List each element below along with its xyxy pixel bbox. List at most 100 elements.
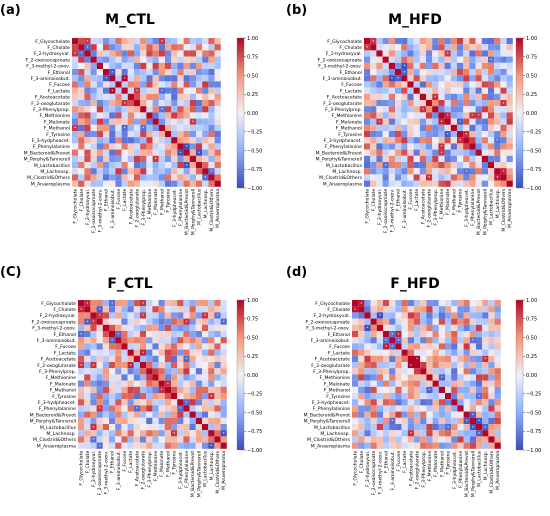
heatmap-cell [389, 337, 396, 344]
heatmap-cell [134, 168, 141, 175]
heatmap-cell [494, 106, 501, 113]
heatmap-cell [457, 318, 464, 325]
heatmap-cell [177, 69, 184, 76]
heatmap-cell [164, 324, 171, 331]
heatmap-cell [364, 143, 371, 150]
significance-star: * [366, 46, 368, 50]
heatmap-cell [389, 362, 396, 369]
x-tick-label: F_Methionine [153, 451, 159, 482]
heatmap-cell [208, 374, 215, 381]
heatmap-cell [469, 393, 476, 400]
heatmap-cell [109, 331, 116, 338]
heatmap-cell [134, 143, 141, 150]
heatmap-cell [438, 44, 445, 51]
heatmap-cell [488, 300, 495, 307]
heatmap-cell [438, 162, 445, 169]
heatmap-cell [102, 331, 109, 338]
heatmap-cell [189, 81, 196, 88]
colorbar-tick-label: −0.25 [247, 130, 262, 136]
heatmap-cell [177, 424, 184, 431]
heatmap-cell [127, 50, 134, 57]
heatmap-cell [177, 331, 184, 338]
heatmap-cell [134, 69, 141, 76]
heatmap-cell [463, 38, 470, 45]
heatmap-cell [72, 162, 79, 169]
heatmap-cell [96, 50, 103, 57]
heatmap-cell [476, 312, 483, 319]
heatmap-cell [208, 380, 215, 387]
heatmap-cell [196, 100, 203, 107]
heatmap-cell [469, 44, 476, 51]
heatmap-cell [364, 380, 371, 387]
heatmap-cell [220, 430, 227, 437]
significance-star: * [142, 351, 144, 355]
x-tick-label: F_2-hydroxyval. [377, 189, 383, 225]
heatmap-cell [152, 62, 159, 69]
x-tick-label: F_Methionine [427, 451, 433, 482]
heatmap-cell [109, 149, 116, 156]
heatmap-cell [140, 318, 147, 325]
heatmap-cell [463, 112, 470, 119]
colorbar-tick-label: 0.50 [247, 73, 258, 79]
x-tick-label: F_Acetoacetate [408, 451, 414, 487]
heatmap-cell [158, 69, 165, 76]
heatmap-cell [482, 331, 489, 338]
heatmap-cell [500, 155, 507, 162]
heatmap-cell [127, 38, 134, 45]
heatmap-cell [413, 168, 420, 175]
heatmap-cell [127, 424, 134, 431]
heatmap-cell [196, 106, 203, 113]
significance-star: * [403, 64, 405, 68]
heatmap-cell [183, 324, 190, 331]
heatmap-cell [389, 411, 396, 418]
heatmap-cell [500, 50, 507, 57]
heatmap-cell [189, 355, 196, 362]
heatmap-cell [140, 155, 147, 162]
heatmap-cell [109, 112, 116, 119]
heatmap-cell [481, 162, 488, 169]
heatmap-cell [488, 75, 495, 82]
heatmap-cell [96, 38, 103, 45]
heatmap-cell [109, 38, 116, 45]
heatmap-cell [457, 75, 464, 82]
heatmap-cell [401, 50, 408, 57]
heatmap-cell [115, 355, 122, 362]
heatmap-cell [146, 149, 153, 156]
heatmap-cell [177, 143, 184, 150]
heatmap-cell [84, 442, 91, 449]
heatmap-cell [208, 149, 215, 156]
heatmap-cell [121, 424, 128, 431]
colorbar-tick-label: 0.50 [247, 335, 258, 341]
heatmap-cell [177, 62, 184, 69]
heatmap-cell [488, 374, 495, 381]
heatmap-cell [383, 355, 390, 362]
heatmap-cell [476, 393, 483, 400]
heatmap-cell [115, 137, 122, 144]
heatmap-cell [444, 50, 451, 57]
heatmap-cell [376, 44, 383, 51]
heatmap-cell [432, 430, 439, 437]
heatmap-cell [457, 162, 464, 169]
heatmap-cell [383, 331, 390, 338]
heatmap-cell [457, 411, 464, 418]
significance-star: * [496, 176, 498, 180]
heatmap-cell [103, 149, 110, 156]
heatmap-cell [358, 430, 365, 437]
heatmap-cell [214, 81, 221, 88]
heatmap-cell [364, 386, 371, 393]
heatmap-cell [432, 337, 439, 344]
heatmap-cell [220, 424, 227, 431]
heatmap-cell [72, 44, 79, 51]
heatmap-cell [208, 405, 215, 412]
heatmap-cell [90, 417, 97, 424]
heatmap-cell [115, 362, 122, 369]
heatmap-cell [451, 362, 458, 369]
heatmap-cell [202, 411, 209, 418]
heatmap-cell [419, 149, 426, 156]
heatmap-cell [395, 430, 402, 437]
heatmap-cell [395, 137, 402, 144]
heatmap-cell [463, 386, 470, 393]
heatmap-cell [388, 180, 395, 187]
heatmap-cell [506, 106, 513, 113]
heatmap-cell [158, 300, 165, 307]
